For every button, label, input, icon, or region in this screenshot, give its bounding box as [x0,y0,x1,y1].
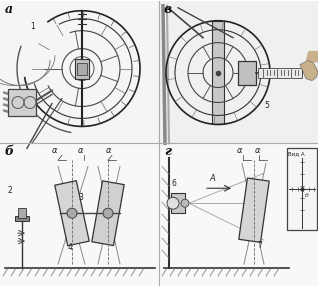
Bar [159,1,318,143]
Text: б: б [5,145,14,158]
Circle shape [181,199,189,207]
Bar [287,148,317,230]
Polygon shape [92,181,124,246]
Circle shape [167,197,179,209]
Bar [15,216,29,221]
Text: α: α [52,146,58,155]
Circle shape [103,208,113,218]
Bar [18,208,26,218]
Text: Вид А: Вид А [288,151,305,156]
Text: 5: 5 [264,102,269,110]
Text: 6: 6 [172,179,177,188]
Text: 7: 7 [257,241,262,250]
Bar [171,193,185,213]
Bar [77,63,87,75]
Text: 3: 3 [78,193,83,202]
Text: α: α [78,146,84,155]
Text: α: α [237,146,243,155]
Bar [75,59,89,79]
Bar [159,143,318,286]
Text: а: а [5,3,13,16]
Text: 1: 1 [30,22,35,31]
Bar [238,61,256,85]
Polygon shape [239,178,269,242]
Circle shape [67,208,77,218]
Text: 2: 2 [8,186,13,195]
Text: в: в [164,3,172,16]
Bar [8,89,36,116]
Bar [0,1,159,143]
Text: α: α [255,146,260,155]
Polygon shape [55,181,89,246]
Bar [258,67,302,78]
Text: г: г [164,145,171,158]
Bar [0,143,159,286]
Text: А: А [209,174,215,183]
Polygon shape [300,61,318,81]
Text: 4: 4 [68,243,73,252]
Text: б: б [305,193,309,198]
Text: α: α [106,146,112,155]
Bar [212,21,224,124]
